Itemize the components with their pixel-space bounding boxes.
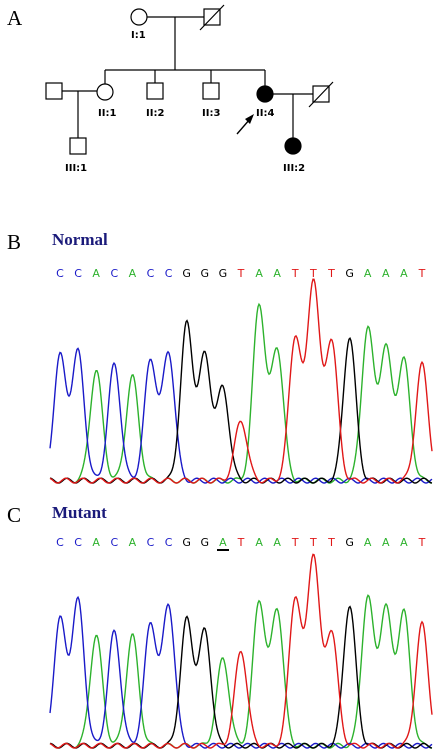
mutant-trace-A [49, 594, 433, 749]
mutant-sequence-base: T [418, 536, 426, 549]
panel-a-letter: A [7, 6, 23, 30]
panel-c-title: Mutant [52, 503, 107, 522]
pedigree-chart: I:1 II:1 II:2 II:3 II:4 III:1 III:2 [45, 4, 334, 174]
label-ii4: II:4 [256, 108, 274, 119]
label-iii2: III:2 [283, 163, 305, 174]
normal-sequence-base: C [56, 267, 64, 280]
pedigree-lines [62, 16, 313, 138]
normal-sequence-base: T [328, 267, 335, 280]
label-ii1: II:1 [98, 108, 116, 119]
deceased-slash [199, 4, 225, 31]
mutant-sequence-base: C [110, 536, 119, 549]
pedigree-ii3-male [202, 82, 220, 100]
mutant-sequence-base: C [146, 536, 155, 549]
normal-sequence-base: C [110, 267, 119, 280]
panel-b-title: Normal [52, 230, 108, 249]
normal-sequence-base: G [345, 267, 354, 280]
panel-b-letter: B [7, 230, 22, 254]
label-ii2: II:2 [146, 108, 164, 119]
proband-arrow [236, 114, 254, 135]
normal-sequence-base: T [418, 267, 426, 280]
pedigree-i1-female [130, 8, 148, 26]
normal-sequence-base: A [382, 267, 390, 280]
pedigree-ii1-female [96, 83, 114, 101]
mutant-sequence-base: G [200, 536, 210, 549]
mutant-chromatogram [49, 553, 433, 749]
label-iii1: III:1 [65, 163, 87, 174]
normal-sequence-base: C [146, 267, 155, 280]
mutant-sequence-base: A [273, 536, 281, 549]
normal-sequence-base: A [92, 267, 100, 280]
normal-sequence-base: T [310, 267, 317, 280]
deceased-slash [308, 81, 334, 108]
mutant-sequence-base: A [128, 536, 137, 549]
normal-sequence-base: A [363, 267, 372, 280]
mutant-sequence-base: G [182, 536, 191, 549]
pedigree-iii2-affected-female [284, 137, 302, 155]
label-ii3: II:3 [202, 108, 220, 119]
mutant-trace-T [49, 553, 433, 749]
normal-sequence-base: A [273, 267, 281, 280]
mutant-sequence-base: T [310, 536, 317, 549]
mutant-sequence-base: A [400, 536, 408, 549]
normal-sequence-base: A [128, 267, 137, 280]
normal-sequence-base: G [218, 267, 228, 280]
normal-sequence-base: G [182, 267, 191, 280]
mutant-sequence-base: A [92, 536, 100, 549]
mutant-sequence-base: T [237, 536, 245, 549]
mutant-sequence-base: A [255, 536, 263, 549]
mutant-sequence-base: T [328, 536, 335, 549]
mutant-sequence-base: A [216, 536, 229, 551]
normal-sequence-base: G [200, 267, 210, 280]
normal-trace-A [49, 302, 433, 484]
normal-sequence-base: A [255, 267, 263, 280]
panel-c-letter: C [7, 503, 22, 527]
normal-chromatogram [49, 278, 433, 484]
mutant-sequence-base: C [164, 536, 173, 549]
mutant-sequence-base: T [291, 536, 299, 549]
pedigree-ii2-male [146, 82, 164, 100]
pedigree-ii1-spouse-male [45, 82, 63, 100]
mutant-sequence-base: A [363, 536, 372, 549]
normal-sequence-base: A [400, 267, 408, 280]
mutant-sequence-base: A [382, 536, 390, 549]
normal-sequence-base: C [74, 267, 82, 280]
mutant-sequence-base: C [56, 536, 64, 549]
mutant-sequence-base: G [345, 536, 354, 549]
pedigree-ii4-affected-female [256, 85, 274, 103]
pedigree-iii1-male [69, 137, 87, 155]
normal-sequence-base: T [237, 267, 245, 280]
normal-sequence-base: C [164, 267, 173, 280]
normal-trace-T [49, 278, 433, 484]
label-i1: I:1 [131, 30, 146, 41]
mutant-sequence-base: C [74, 536, 82, 549]
normal-sequence-base: T [291, 267, 299, 280]
